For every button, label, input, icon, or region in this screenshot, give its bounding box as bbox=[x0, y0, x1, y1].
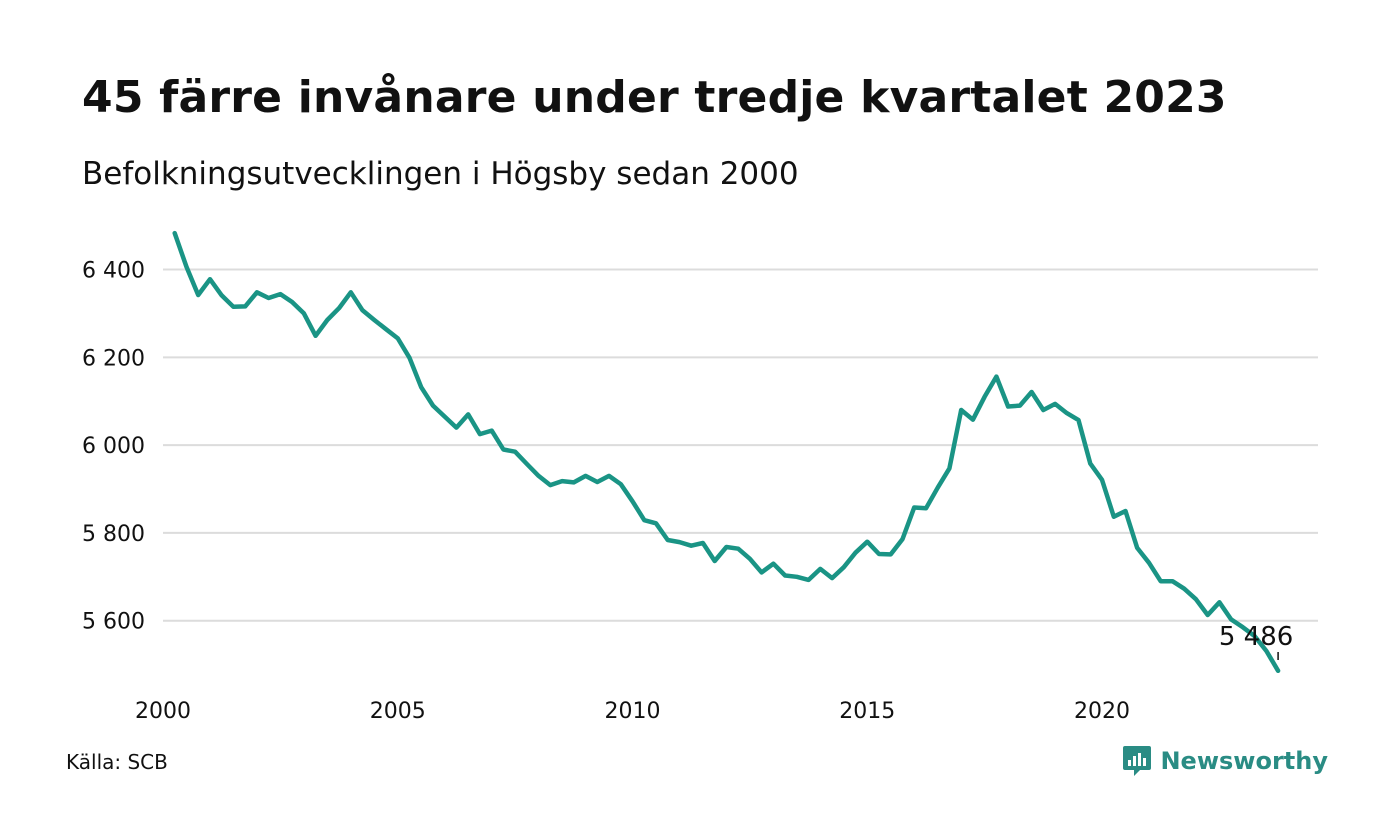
chart-subtitle: Befolkningsutvecklingen i Högsby sedan 2… bbox=[82, 156, 799, 192]
population-line bbox=[172, 230, 1281, 674]
chart-title: 45 färre invånare under tredje kvartalet… bbox=[82, 72, 1227, 123]
x-tick-label: 2020 bbox=[1074, 699, 1130, 724]
x-tick-label: 2005 bbox=[370, 699, 426, 724]
x-tick-label: 2015 bbox=[839, 699, 895, 724]
x-tick-label: 2010 bbox=[605, 699, 661, 724]
newsworthy-logo: Newsworthy bbox=[1122, 744, 1328, 778]
brand-name: Newsworthy bbox=[1160, 747, 1328, 775]
newsworthy-logo-icon bbox=[1123, 746, 1152, 776]
x-tick-label: 2000 bbox=[135, 699, 191, 724]
end-value-label: 5 486 bbox=[1219, 622, 1293, 652]
y-tick-label: 6 000 bbox=[82, 434, 145, 459]
y-tick-label: 5 800 bbox=[82, 522, 145, 547]
y-tick-label: 6 400 bbox=[82, 259, 145, 284]
source-note: Källa: SCB bbox=[66, 750, 168, 774]
y-tick-label: 6 200 bbox=[82, 346, 145, 371]
y-tick-label: 5 600 bbox=[82, 610, 145, 635]
